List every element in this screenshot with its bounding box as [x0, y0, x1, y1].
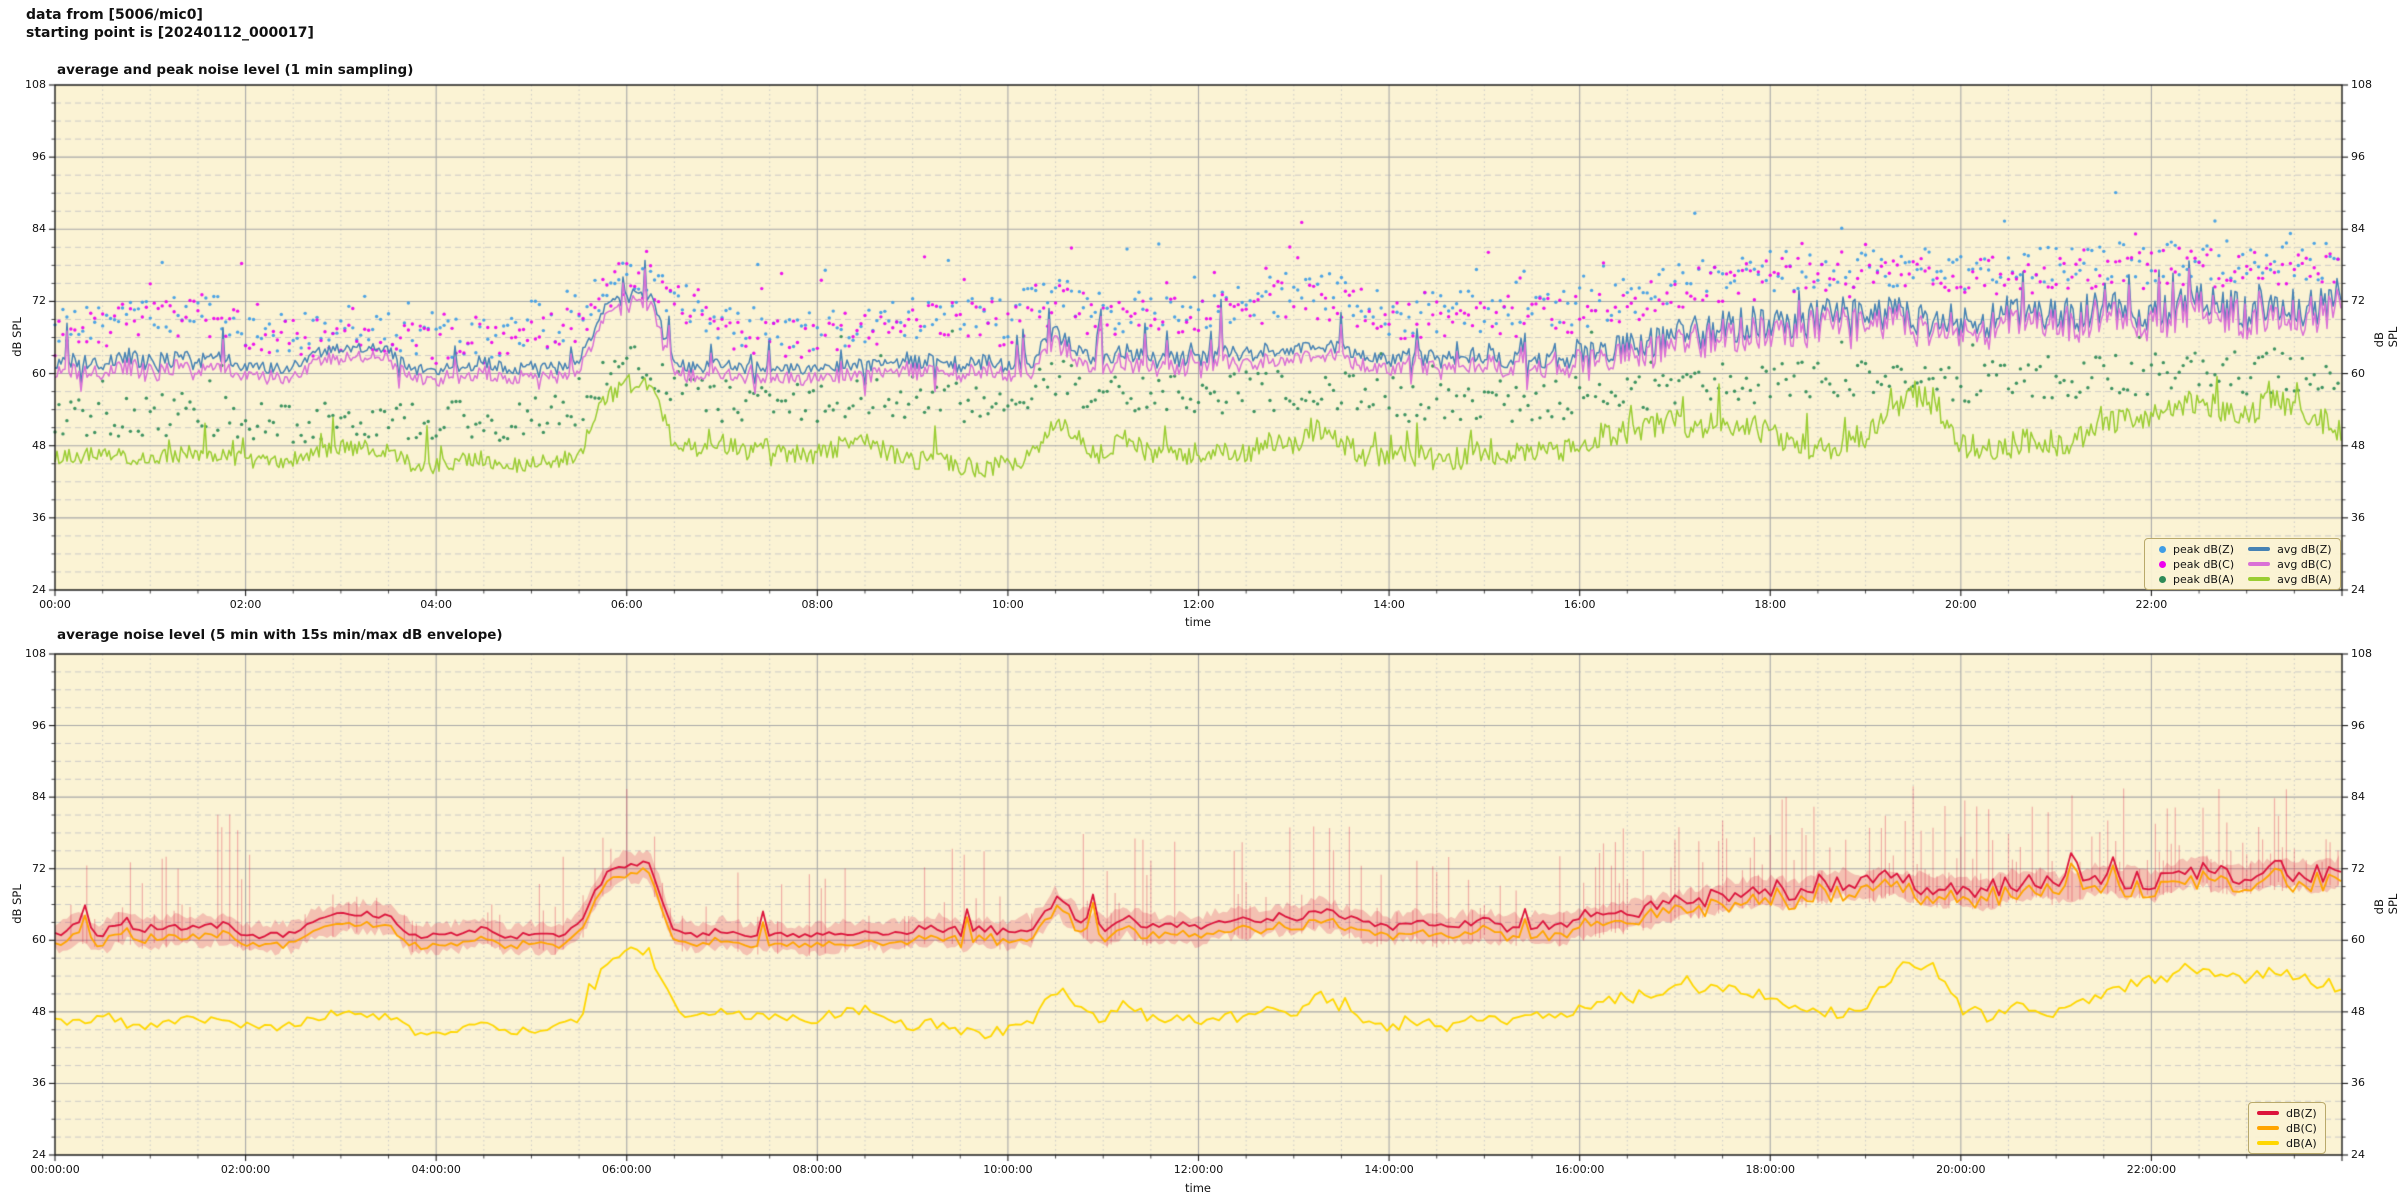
x-tick-label: 12:00:00 — [1173, 1163, 1224, 1176]
chart2-legend: dB(Z) dB(C) dB(A) — [2248, 1102, 2326, 1154]
y-tick-label-left: 84 — [32, 790, 46, 804]
legend-line-swatch — [2248, 577, 2271, 581]
legend-line-swatch — [2257, 1126, 2279, 1130]
x-tick-label: 18:00:00 — [1745, 1163, 1795, 1176]
legend-dot-swatch — [2159, 545, 2166, 553]
y-tick-label-right: 84 — [2351, 790, 2365, 804]
y-tick-label-right: 96 — [2351, 150, 2365, 164]
chart1-xlabel: time — [1185, 615, 1211, 629]
legend-entry: avg dB(A) — [2248, 572, 2332, 586]
y-tick-label-right: 84 — [2351, 222, 2365, 236]
x-tick-label: 04:00:00 — [411, 1163, 461, 1176]
y-tick-label-right: 108 — [2351, 647, 2372, 660]
legend-entry: dB(Z) — [2257, 1106, 2317, 1120]
y-tick-label-left: 72 — [32, 861, 46, 875]
y-tick-label-left: 96 — [32, 150, 46, 164]
y-tick-label-right: 72 — [2351, 861, 2365, 875]
y-tick-label-right: 24 — [2351, 583, 2365, 596]
chart2-ylabel-right: dB SPL — [2372, 893, 2400, 915]
legend-line-swatch — [2248, 547, 2271, 551]
x-tick-label: 12:00 — [1182, 598, 1215, 611]
x-tick-label: 06:00:00 — [602, 1163, 652, 1176]
chart2-title: average noise level (5 min with 15s min/… — [57, 627, 503, 643]
legend-label: dB(C) — [2286, 1121, 2317, 1135]
legend-entry: avg dB(C) — [2248, 557, 2332, 571]
header-line-1: data from [5006/mic0] — [26, 7, 203, 23]
header-line-2: starting point is [20240112_000017] — [26, 25, 314, 41]
legend-line-swatch — [2248, 562, 2271, 566]
y-tick-label-right: 96 — [2351, 718, 2365, 732]
x-tick-label: 10:00:00 — [983, 1163, 1033, 1176]
x-tick-label: 18:00 — [1754, 598, 1787, 611]
y-tick-label-right: 24 — [2351, 1148, 2365, 1161]
legend-entry: dB(C) — [2257, 1121, 2317, 1135]
legend-label: avg dB(C) — [2277, 557, 2332, 571]
legend-label: dB(Z) — [2286, 1106, 2317, 1120]
x-tick-label: 04:00 — [420, 598, 452, 611]
legend-line-swatch — [2257, 1111, 2279, 1115]
chart1-ylabel-right: dB SPL — [2372, 326, 2400, 348]
y-tick-label-left: 48 — [32, 438, 46, 452]
y-tick-label-right: 36 — [2351, 510, 2365, 524]
y-tick-label-left: 48 — [32, 1004, 46, 1018]
x-tick-label: 22:00 — [2135, 598, 2168, 611]
y-tick-label-left: 60 — [32, 933, 46, 947]
legend-label: peak dB(A) — [2173, 572, 2234, 586]
x-tick-label: 08:00:00 — [792, 1163, 843, 1176]
y-tick-label-left: 24 — [32, 583, 46, 596]
x-tick-label: 16:00 — [1563, 598, 1596, 611]
y-tick-label-left: 60 — [32, 366, 46, 380]
legend-label: avg dB(A) — [2277, 572, 2332, 586]
y-tick-label-right: 72 — [2351, 294, 2365, 308]
x-tick-label: 02:00 — [229, 598, 262, 611]
y-tick-label-left: 36 — [32, 510, 46, 524]
legend-line-swatch — [2257, 1141, 2279, 1145]
y-tick-label-right: 48 — [2351, 1004, 2365, 1018]
x-tick-label: 14:00 — [1373, 598, 1405, 611]
x-tick-label: 00:00:00 — [30, 1163, 80, 1176]
chart2-xlabel: time — [1185, 1181, 1211, 1195]
legend-entry: peak dB(C) — [2153, 557, 2234, 571]
y-tick-label-left: 72 — [32, 294, 46, 308]
legend-label: peak dB(Z) — [2173, 542, 2235, 556]
legend-entry: peak dB(A) — [2153, 572, 2234, 586]
chart1-title: average and peak noise level (1 min samp… — [57, 62, 414, 78]
y-tick-label-left: 36 — [32, 1076, 46, 1090]
y-tick-label-left: 96 — [32, 718, 46, 732]
x-tick-label: 16:00:00 — [1554, 1163, 1605, 1176]
legend-label: peak dB(C) — [2173, 557, 2235, 571]
legend-label: dB(A) — [2286, 1136, 2317, 1150]
y-tick-label-left: 108 — [25, 647, 46, 660]
x-tick-label: 22:00:00 — [2126, 1163, 2177, 1176]
chart1-legend: peak dB(Z) avg dB(Z) peak dB(C) avg dB(C) pe… — [2144, 538, 2341, 590]
legend-entry: dB(A) — [2257, 1136, 2317, 1150]
legend-label: avg dB(Z) — [2277, 542, 2332, 556]
y-tick-label-right: 108 — [2351, 78, 2372, 91]
legend-entry: peak dB(Z) — [2153, 542, 2234, 556]
y-tick-label-right: 60 — [2351, 933, 2365, 947]
x-tick-label: 20:00:00 — [1936, 1163, 1986, 1176]
y-tick-label-right: 36 — [2351, 1076, 2365, 1090]
y-tick-label-left: 84 — [32, 222, 46, 236]
y-tick-label-right: 60 — [2351, 366, 2365, 380]
legend-dot-swatch — [2159, 575, 2166, 583]
x-tick-label: 10:00 — [992, 598, 1024, 611]
x-tick-label: 20:00 — [1944, 598, 1977, 611]
x-tick-label: 14:00:00 — [1364, 1163, 1414, 1176]
y-tick-label-left: 108 — [25, 78, 46, 91]
x-tick-label: 06:00 — [610, 598, 643, 611]
legend-dot-swatch — [2159, 560, 2166, 568]
x-tick-label: 02:00:00 — [220, 1163, 271, 1176]
chart2-ylabel-left: dB SPL — [10, 884, 24, 924]
legend-entry: avg dB(Z) — [2248, 542, 2332, 556]
chart1-ylabel-left: dB SPL — [10, 317, 24, 357]
x-tick-label: 00:00 — [39, 598, 71, 611]
y-tick-label-right: 48 — [2351, 438, 2365, 452]
y-tick-label-left: 24 — [32, 1148, 46, 1161]
x-tick-label: 08:00 — [801, 598, 834, 611]
